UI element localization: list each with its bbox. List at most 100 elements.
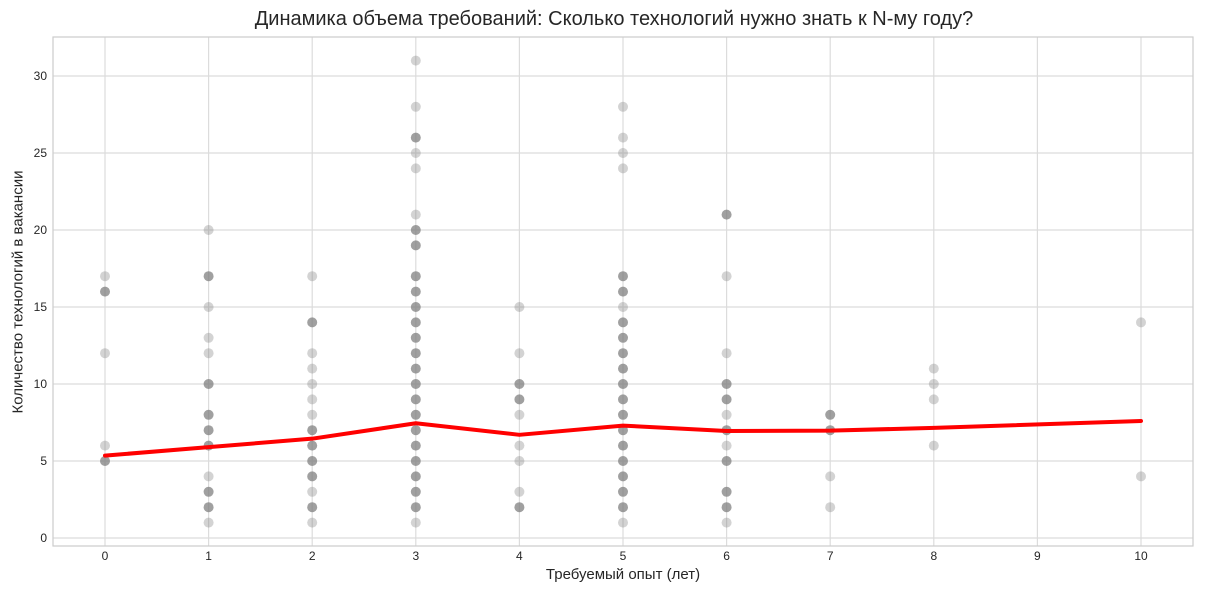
data-point [410,363,421,374]
data-point [307,517,318,528]
data-point [618,286,628,297]
data-point [410,502,421,513]
data-point [618,440,628,451]
data-point [203,409,214,420]
data-point [721,456,732,466]
data-point [410,132,421,143]
data-point [203,486,214,497]
data-point [100,286,110,297]
data-point [307,348,318,359]
data-point [514,502,525,513]
data-point [514,302,525,312]
data-point [410,163,421,174]
data-point [307,317,318,328]
data-point [307,363,318,374]
data-point [618,148,628,158]
data-point [410,148,421,158]
y-tick: 20 [34,223,48,237]
data-point [410,440,421,451]
y-tick: 25 [34,146,48,160]
data-point [618,471,628,482]
data-point [100,440,110,451]
y-tick: 30 [34,69,48,83]
data-point [618,101,628,112]
data-point [410,456,421,466]
data-point [928,379,939,389]
data-point [514,379,525,389]
data-point [721,440,732,451]
data-point [410,425,421,436]
data-point [410,302,421,312]
x-axis-label: Требуемый опыт (лет) [545,566,701,583]
data-point [307,425,318,436]
data-point [618,409,628,420]
data-point [721,409,732,420]
data-point [618,271,628,282]
data-point [203,225,214,235]
data-point [307,271,318,282]
data-point [721,209,732,220]
x-tick: 1 [205,549,212,563]
data-point [514,456,525,466]
data-point [100,348,110,359]
x-tick: 6 [723,549,730,563]
data-point [410,379,421,389]
data-point [618,363,628,374]
plot-frame [52,36,1194,547]
data-point [410,209,421,220]
data-point [100,456,110,466]
data-point [203,332,214,343]
data-point [618,348,628,359]
data-point [928,363,939,374]
x-tick: 8 [930,549,937,563]
x-tick: 9 [1034,549,1041,563]
data-point [618,302,628,312]
data-point [410,55,421,66]
data-point [307,471,318,482]
data-point [203,302,214,312]
data-point [203,425,214,436]
data-point [410,101,421,112]
data-point [721,271,732,282]
data-point [618,517,628,528]
data-point [203,379,214,389]
data-point [203,348,214,359]
data-point [307,379,318,389]
data-point [825,471,836,482]
data-point [1136,471,1146,482]
data-point [203,271,214,282]
data-point [721,379,732,389]
data-point [203,502,214,513]
x-tick: 3 [412,549,419,563]
data-point [307,409,318,420]
data-point [721,517,732,528]
data-point [618,332,628,343]
data-point [514,394,525,405]
data-point [410,517,421,528]
x-tick: 0 [102,549,109,563]
y-tick: 15 [34,300,48,314]
data-point [928,394,939,405]
data-point [100,271,110,282]
data-point [721,394,732,405]
data-point [410,471,421,482]
data-point [410,486,421,497]
data-point [514,486,525,497]
chart-title: Динамика объема требований: Сколько техн… [254,8,974,30]
data-point [410,332,421,343]
data-point [825,409,836,420]
data-point [410,348,421,359]
data-point [410,271,421,282]
data-point [307,440,318,451]
data-point [307,486,318,497]
x-tick-labels: 0 1 2 3 4 5 6 7 8 9 10 [102,549,1148,563]
data-point [825,502,836,513]
x-tick: 7 [827,549,834,563]
data-point [410,225,421,235]
y-tick: 5 [40,454,47,468]
data-point [618,502,628,513]
data-point [514,409,525,420]
data-point [618,486,628,497]
data-point [410,409,421,420]
